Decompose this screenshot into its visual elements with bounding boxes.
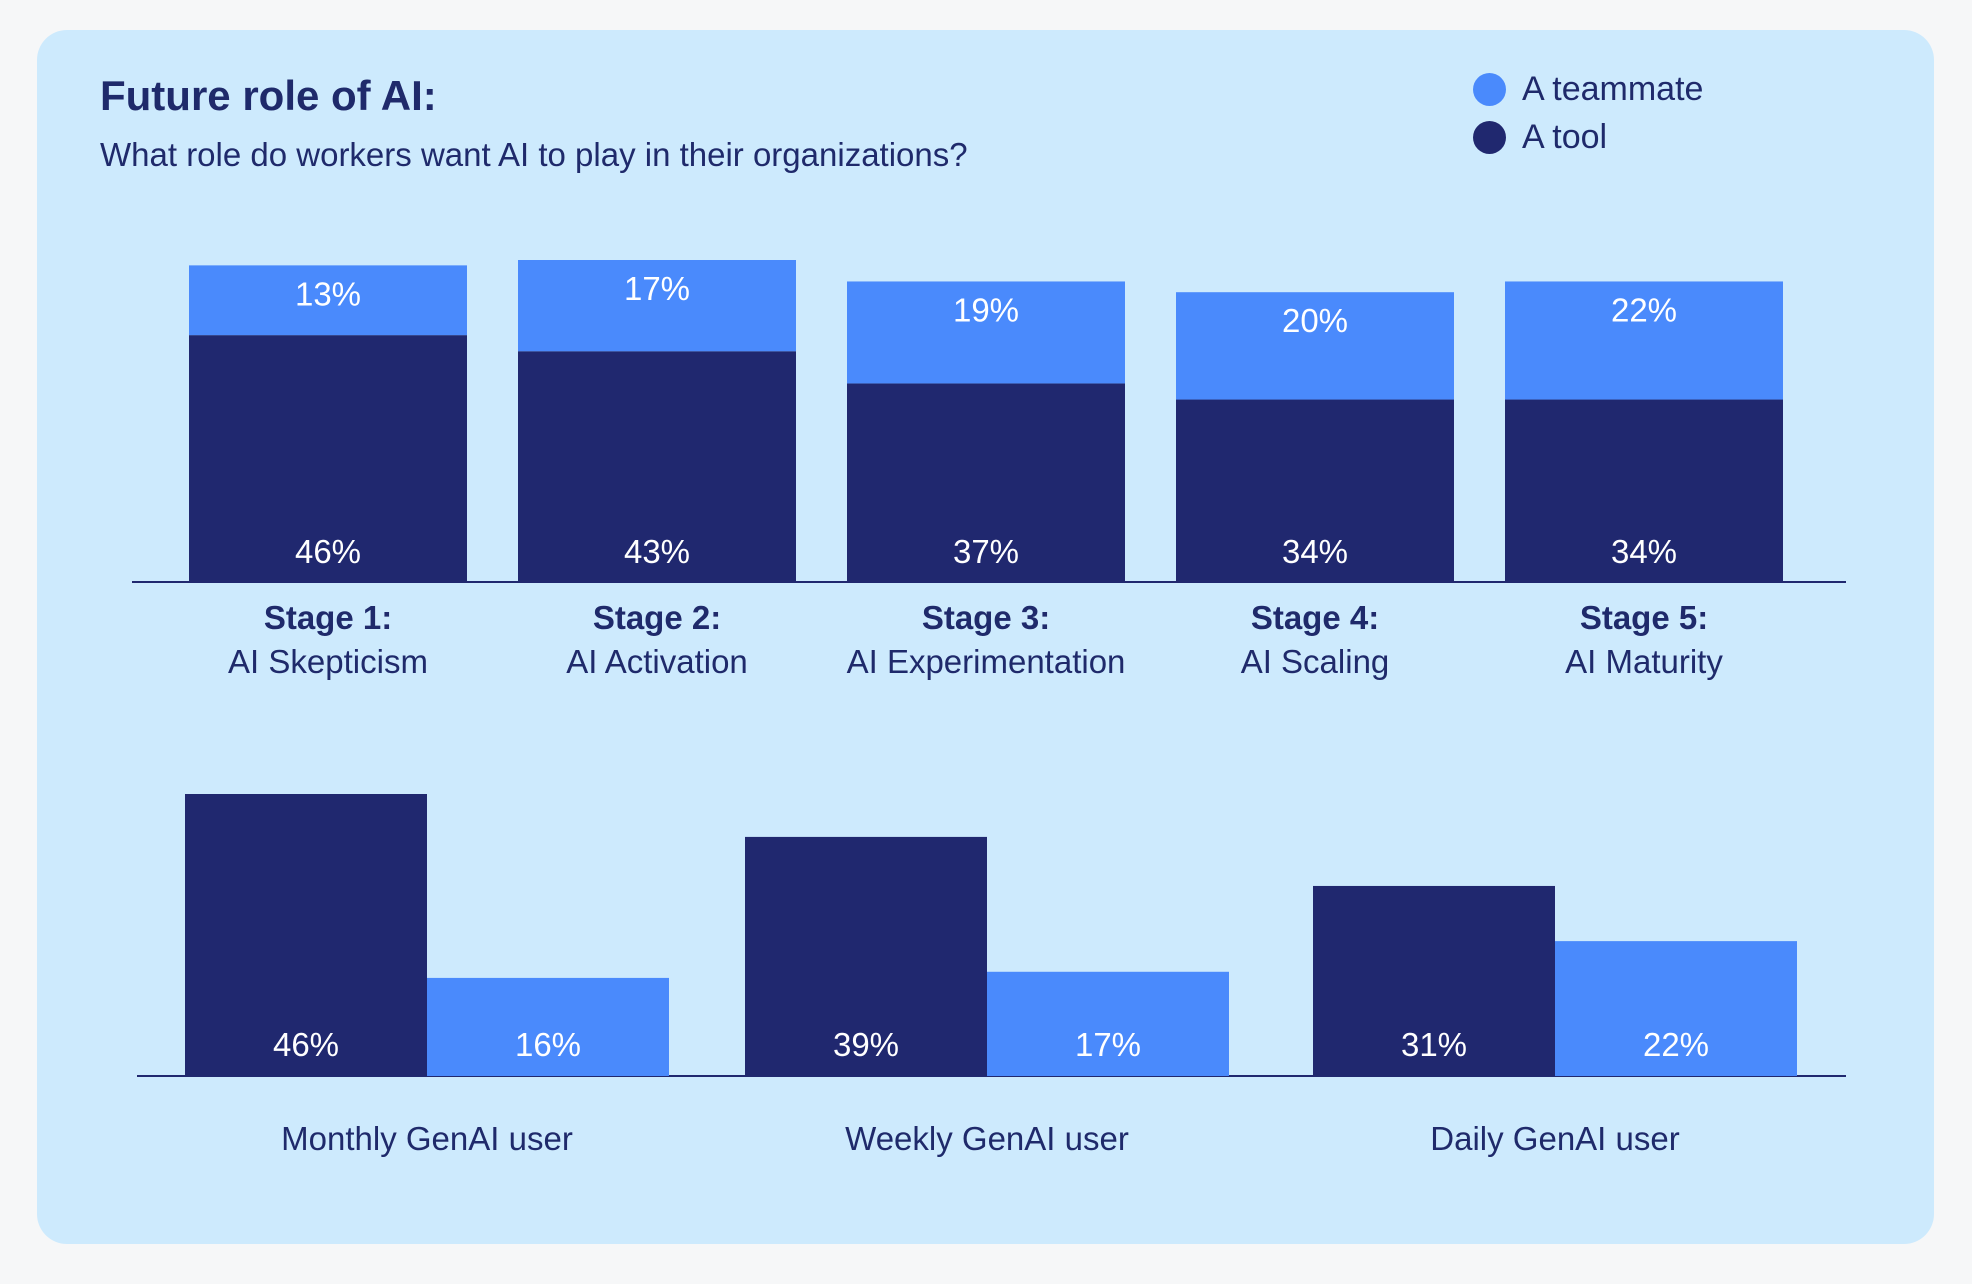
bar-tool	[1176, 399, 1454, 582]
data-label-teammate: 17%	[1075, 1026, 1141, 1063]
bar-tool	[189, 335, 467, 582]
legend-item-tool: A tool	[1473, 113, 1703, 161]
bar-tool	[1505, 399, 1783, 582]
stage-name-label: AI Activation	[566, 643, 748, 680]
legend-item-teammate: A teammate	[1473, 65, 1703, 113]
data-label-teammate: 20%	[1282, 302, 1348, 339]
legend-label-tool: A tool	[1522, 117, 1608, 156]
legend-dot-tool-icon	[1473, 120, 1506, 154]
bar-tool	[847, 383, 1125, 582]
data-label-teammate: 19%	[953, 291, 1019, 328]
data-label-teammate: 22%	[1611, 291, 1677, 328]
bar-teammate	[427, 977, 669, 1076]
usage-category-label: Weekly GenAI user	[845, 1120, 1129, 1157]
data-label-teammate: 17%	[624, 270, 690, 307]
stage-label: Stage 2:	[593, 599, 721, 636]
data-label-tool: 34%	[1282, 533, 1348, 570]
data-label-teammate: 13%	[295, 275, 361, 312]
stage-name-label: AI Skepticism	[228, 643, 428, 680]
legend: A teammate A tool	[1473, 65, 1703, 161]
bar-teammate	[518, 260, 796, 352]
bar-teammate	[1555, 941, 1797, 1076]
stage-label: Stage 4:	[1251, 599, 1379, 636]
data-label-tool: 37%	[953, 533, 1019, 570]
chart-title: Future role of AI:	[100, 72, 437, 119]
stage-name-label: AI Maturity	[1565, 643, 1723, 680]
stage-label: Stage 1:	[264, 599, 392, 636]
data-label-tool: 46%	[295, 533, 361, 570]
bar-tool	[1313, 885, 1555, 1076]
bar-teammate	[1176, 292, 1454, 400]
data-label-tool: 46%	[273, 1026, 339, 1063]
legend-label-teammate: A teammate	[1522, 69, 1704, 108]
bar-teammate	[987, 971, 1229, 1076]
data-label-tool: 34%	[1611, 533, 1677, 570]
bar-teammate	[1505, 281, 1783, 400]
stage-label: Stage 3:	[922, 599, 1050, 636]
data-label-teammate: 22%	[1643, 1026, 1709, 1063]
bar-tool	[185, 794, 427, 1076]
legend-dot-teammate-icon	[1473, 72, 1506, 106]
stage-label: Stage 5:	[1580, 599, 1708, 636]
data-label-tool: 43%	[624, 533, 690, 570]
usage-category-label: Monthly GenAI user	[281, 1120, 573, 1157]
bar-teammate	[189, 265, 467, 336]
usage-category-label: Daily GenAI user	[1430, 1120, 1679, 1157]
bar-teammate	[847, 281, 1125, 384]
data-label-teammate: 16%	[515, 1026, 581, 1063]
chart-subtitle: What role do workers want AI to play in …	[100, 136, 968, 173]
stage-name-label: AI Scaling	[1241, 643, 1390, 680]
bar-tool	[745, 836, 987, 1076]
stage-name-label: AI Experimentation	[847, 643, 1126, 680]
data-label-tool: 31%	[1401, 1026, 1467, 1063]
data-label-tool: 39%	[833, 1026, 899, 1063]
bar-tool	[518, 351, 796, 582]
